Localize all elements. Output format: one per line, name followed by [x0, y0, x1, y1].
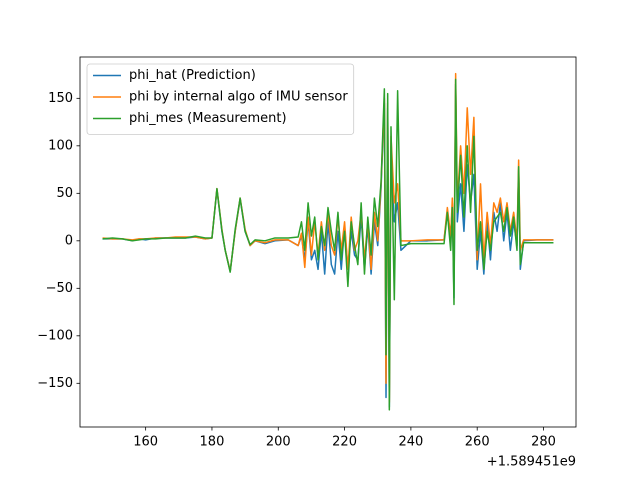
legend: phi_hat (Prediction) phi by internal algo… [86, 63, 355, 135]
series-line [102, 78, 554, 411]
legend-label: phi_mes (Measurement) [129, 111, 287, 126]
x-tick-label: 240 [398, 435, 423, 450]
y-tick-label: 0 [65, 233, 73, 248]
x-offset-label: +1.589451e9 [487, 455, 576, 470]
legend-label: phi_hat (Prediction) [129, 68, 256, 83]
x-tick-label: 160 [133, 435, 158, 450]
y-tick-label: −50 [46, 281, 73, 296]
x-tick-label: 180 [200, 435, 225, 450]
y-tick-label: −150 [37, 376, 73, 391]
y-tick-label: −100 [37, 328, 73, 343]
legend-box [86, 63, 355, 135]
y-tick-label: 150 [48, 91, 73, 106]
y-tick-label: 50 [56, 186, 73, 201]
x-tick-label: 260 [465, 435, 490, 450]
plot-frame [79, 56, 577, 428]
x-tick-label: 220 [332, 435, 357, 450]
x-tick-label: 200 [266, 435, 291, 450]
x-tick-label: 280 [531, 435, 556, 450]
y-tick-label: 100 [48, 138, 73, 153]
legend-label: phi by internal algo of IMU sensor [129, 90, 348, 105]
